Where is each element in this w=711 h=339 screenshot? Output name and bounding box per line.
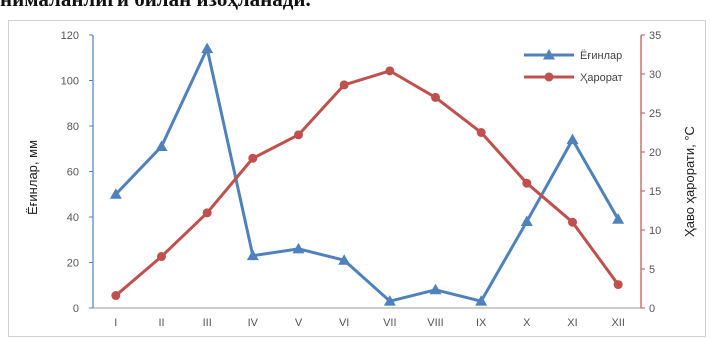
x-tick-label: III — [203, 317, 212, 329]
temperature-point — [294, 130, 303, 140]
precipitation-point — [109, 188, 122, 199]
right-tick-label: 25 — [649, 108, 661, 120]
x-tick-label: V — [295, 317, 303, 329]
legend-label: Ҳарорат — [580, 72, 623, 84]
x-tick-label: X — [523, 317, 531, 329]
temperature-point — [476, 128, 486, 137]
right-tick-label: 0 — [649, 303, 655, 315]
y2-axis-title: Ҳаво ҳарорати, °С — [682, 126, 697, 237]
page-heading-text: нималанлиги билан изоҳланади. — [0, 0, 711, 13]
temperature-point — [385, 66, 395, 76]
left-tick-label: 40 — [67, 212, 79, 224]
precipitation-point — [292, 242, 305, 254]
precipitation-point — [338, 254, 351, 265]
x-tick-label: IX — [476, 317, 487, 329]
x-tick-label: IV — [248, 317, 259, 329]
left-tick-label: 80 — [67, 121, 79, 133]
precipitation-point — [475, 295, 488, 306]
x-tick-label: XII — [611, 317, 624, 329]
precipitation-point — [612, 213, 625, 224]
precipitation-point — [246, 249, 259, 261]
legend-circle-marker — [544, 72, 554, 82]
x-tick-label: VII — [383, 317, 396, 329]
right-tick-label: 10 — [649, 225, 661, 237]
temperature-line — [114, 69, 620, 297]
precipitation-point — [155, 140, 168, 151]
x-tick-label: II — [158, 317, 164, 329]
temperature-point — [111, 291, 121, 301]
y-axis-title: Ёғинлар, мм — [25, 140, 40, 215]
right-tick-label: 15 — [649, 186, 661, 198]
temperature-point — [202, 208, 212, 218]
left-tick-label: 0 — [73, 303, 79, 315]
chart-series — [109, 42, 625, 306]
left-tick-label: 60 — [67, 167, 79, 179]
right-tick-label: 35 — [649, 30, 661, 42]
precipitation-point — [383, 295, 396, 306]
temperature-point — [157, 252, 166, 262]
temperature-point — [522, 178, 532, 188]
legend-label: Ёғинлар — [580, 50, 622, 62]
temperature-point — [339, 80, 349, 90]
chart-frame — [8, 20, 706, 337]
right-tick-label: 30 — [649, 69, 661, 81]
left-tick-label: 20 — [67, 258, 79, 270]
legend-triangle-marker — [543, 49, 555, 60]
temperature-point — [613, 280, 623, 290]
right-tick-label: 5 — [649, 264, 655, 276]
precipitation-point — [566, 133, 579, 145]
precipitation-point — [201, 42, 214, 54]
precipitation-point — [429, 283, 442, 295]
temperature-point — [431, 92, 440, 102]
right-tick-label: 20 — [649, 147, 661, 159]
chart-legend: Ёғинлар Ҳарорат — [524, 49, 623, 84]
x-tick-label: I — [114, 317, 117, 329]
x-tick-label: VI — [339, 317, 349, 329]
left-tick-label: 120 — [61, 30, 79, 42]
x-tick-label: VIII — [427, 317, 444, 329]
temperature-point — [568, 217, 577, 227]
temperature-point — [248, 153, 258, 163]
x-tick-label: XI — [567, 317, 577, 329]
left-tick-label: 100 — [61, 76, 79, 88]
precipitation-line — [114, 47, 620, 303]
precipitation-point — [520, 215, 533, 227]
